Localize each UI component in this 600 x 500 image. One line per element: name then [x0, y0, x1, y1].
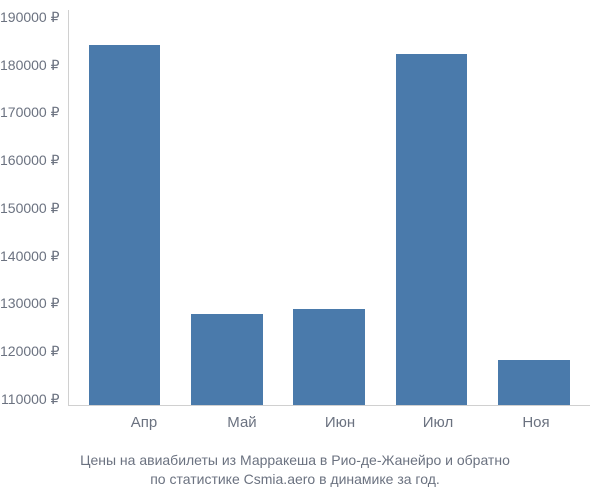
caption-line1: Цены на авиабилеты из Марракеша в Рио-де…: [80, 452, 510, 468]
bar-wrapper: [278, 10, 380, 405]
bar-wrapper: [483, 10, 585, 405]
chart-caption: Цены на авиабилеты из Марракеша в Рио-де…: [0, 451, 590, 490]
x-axis: Апр Май Июн Июл Ноя: [0, 414, 590, 431]
y-tick: 130000 ₽: [0, 296, 60, 310]
y-tick: 150000 ₽: [0, 201, 60, 215]
bar-wrapper: [176, 10, 278, 405]
y-tick: 160000 ₽: [0, 153, 60, 167]
y-tick: 170000 ₽: [0, 105, 60, 119]
bar-nov: [498, 360, 570, 404]
x-tick: Июл: [389, 414, 487, 431]
x-labels: Апр Май Июн Июл Ноя: [90, 414, 590, 431]
x-tick: Май: [193, 414, 291, 431]
y-tick: 140000 ₽: [0, 249, 60, 263]
bar-apr: [89, 45, 161, 405]
bar-wrapper: [380, 10, 482, 405]
y-tick: 180000 ₽: [0, 58, 60, 72]
bar-may: [191, 314, 263, 405]
y-tick: 190000 ₽: [0, 10, 60, 24]
x-tick: Ноя: [487, 414, 585, 431]
bar-jun: [293, 309, 365, 405]
bar-wrapper: [74, 10, 176, 405]
chart-main: 190000 ₽ 180000 ₽ 170000 ₽ 160000 ₽ 1500…: [0, 10, 590, 406]
y-tick: 120000 ₽: [0, 344, 60, 358]
x-tick: Июн: [291, 414, 389, 431]
x-tick: Апр: [95, 414, 193, 431]
y-axis: 190000 ₽ 180000 ₽ 170000 ₽ 160000 ₽ 1500…: [0, 10, 68, 406]
x-axis-spacer: [0, 414, 90, 431]
caption-line2: по статистике Csmia.aero в динамике за г…: [150, 471, 440, 487]
price-chart: 190000 ₽ 180000 ₽ 170000 ₽ 160000 ₽ 1500…: [0, 10, 590, 431]
y-tick: 110000 ₽: [0, 392, 60, 406]
plot-area: [68, 10, 590, 406]
bar-jul: [396, 54, 468, 404]
bars-group: [69, 10, 590, 405]
